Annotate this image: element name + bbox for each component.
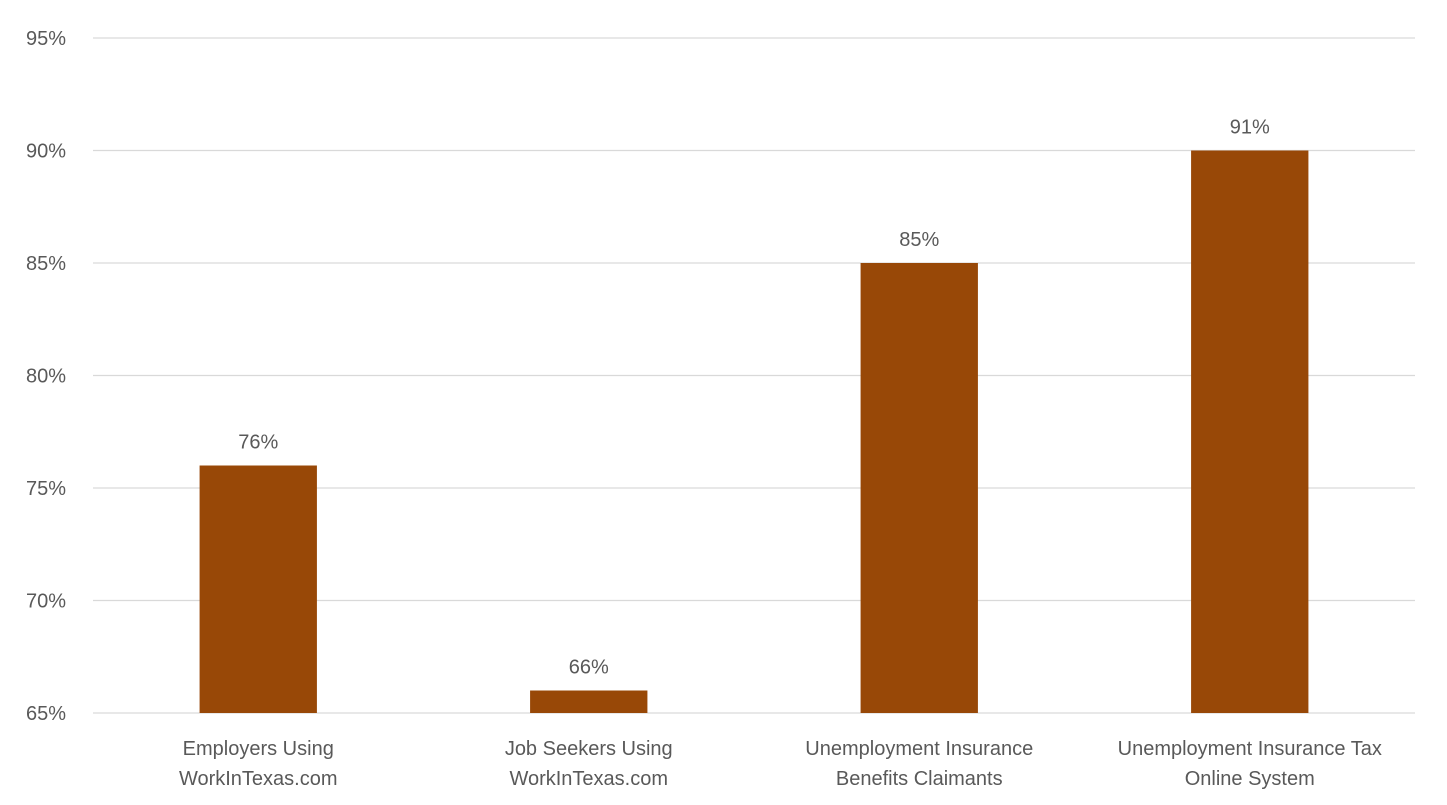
x-tick-label: Unemployment Insurance xyxy=(805,738,1033,760)
bar xyxy=(199,465,317,713)
y-tick-label: 85% xyxy=(26,253,66,275)
bars xyxy=(199,150,1309,713)
data-label: 85% xyxy=(899,229,939,251)
data-label: 91% xyxy=(1230,117,1270,139)
data-label: 76% xyxy=(238,432,278,454)
x-tick-label: WorkInTexas.com xyxy=(509,768,668,790)
x-tick-label: Employers Using xyxy=(183,738,334,760)
bar xyxy=(860,263,978,713)
x-axis: Employers Using WorkInTexas.com Job Seeker… xyxy=(179,738,1382,790)
y-tick-label: 70% xyxy=(26,591,66,613)
bar xyxy=(530,690,648,713)
bar xyxy=(1191,150,1309,713)
data-label: 66% xyxy=(569,657,609,679)
x-tick-label: WorkInTexas.com xyxy=(179,768,338,790)
y-tick-label: 90% xyxy=(26,141,66,163)
y-tick-label: 95% xyxy=(26,28,66,50)
x-tick-label: Unemployment Insurance Tax xyxy=(1118,738,1382,760)
y-tick-label: 80% xyxy=(26,366,66,388)
x-tick-label: Online System xyxy=(1185,768,1315,790)
x-tick-label: Job Seekers Using xyxy=(505,738,673,760)
x-tick-label: Benefits Claimants xyxy=(836,768,1003,790)
y-tick-label: 75% xyxy=(26,478,66,500)
y-tick-label: 65% xyxy=(26,703,66,725)
y-axis: 65% 70% 75% 80% 85% 90% 95% xyxy=(26,28,66,725)
data-labels: 76% 66% 85% 91% xyxy=(238,117,1270,679)
